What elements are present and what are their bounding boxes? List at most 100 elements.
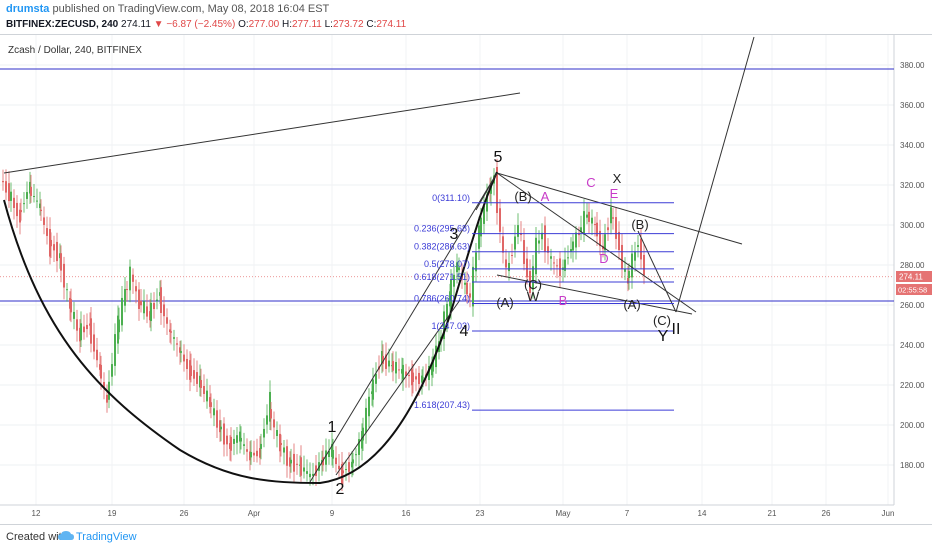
countdown-tag-text: 02:55:58 [898, 286, 927, 295]
candle-body [564, 259, 566, 271]
candle-body [132, 274, 134, 282]
wedge-upper-line [496, 172, 743, 245]
candle-body [56, 241, 58, 262]
candle-body [443, 311, 445, 339]
candle-body [402, 364, 404, 379]
candle-body [169, 329, 171, 333]
candle-body [511, 254, 513, 256]
x-tick-label: 14 [698, 509, 707, 518]
candle-body [170, 331, 172, 333]
fib-retracement[interactable]: 0(311.10) 0.236(295.68) 0.382(286.63) 0.5(2… [414, 193, 674, 411]
candle-body [269, 391, 271, 422]
candle-body [243, 444, 245, 446]
candle-body [160, 287, 162, 313]
candle-body [223, 423, 225, 445]
x-tick-label: 23 [476, 509, 485, 518]
candle-body [146, 306, 148, 317]
x-tick-label: 12 [32, 509, 41, 518]
candle-body [163, 304, 165, 317]
fib-level-label: 0.236(295.68) [414, 224, 470, 234]
candle-body [415, 376, 417, 380]
tradingview-brand[interactable]: TradingView [76, 531, 137, 543]
x-tick-label: 26 [180, 509, 189, 518]
candle-body [90, 318, 92, 344]
candle-body [53, 244, 55, 251]
candle-body [456, 262, 458, 273]
candle-body [114, 334, 116, 366]
candle-body [627, 277, 629, 284]
candle-body [615, 217, 617, 239]
candle-body [140, 300, 142, 306]
price-axis[interactable]: 380.00 360.00 340.00 320.00 300.00 280.00 260.… [900, 61, 925, 470]
candle-body [351, 461, 353, 468]
candle-body [213, 408, 215, 416]
wave-label: (B) [631, 217, 648, 232]
candle-body [263, 428, 265, 438]
drawings[interactable] [3, 36, 755, 485]
candle-body [121, 297, 123, 326]
candle-body [253, 452, 255, 456]
fib-level-label: 0.5(278.07) [424, 259, 470, 269]
projection-line [675, 36, 755, 313]
wave-label: (C) [653, 313, 671, 328]
wave-label: 4 [460, 323, 469, 340]
y-tick-label: 380.00 [900, 61, 925, 70]
candle-body [428, 365, 430, 381]
wave-label: X [613, 171, 622, 186]
candle-body [26, 192, 28, 199]
grid [0, 35, 894, 505]
candle-body [73, 311, 75, 319]
candle-body [36, 200, 38, 202]
candle-body [325, 450, 327, 465]
symbol-label[interactable]: BITFINEX:ZECUSD, 240 [6, 19, 119, 30]
candle-body [259, 448, 261, 458]
candle-body [153, 302, 155, 310]
candle-body [405, 371, 407, 376]
candle-body [480, 217, 482, 237]
candle-body [550, 256, 552, 259]
fib-level-label: 0.618(271.51) [414, 272, 470, 282]
wedge-inner-line [496, 172, 697, 313]
wave-label: 3 [450, 226, 459, 243]
cup-curve [3, 171, 498, 485]
author-link[interactable]: drumsta [6, 3, 50, 15]
candle-body [296, 463, 298, 465]
chart-title: Zcash / Dollar, 240, BITFINEX [8, 45, 142, 56]
candle-body [106, 394, 108, 403]
candle-body [129, 266, 131, 291]
candle-body [283, 447, 285, 453]
candle-body [594, 224, 596, 226]
price-chart[interactable]: Zcash / Dollar, 240, BITFINEX 0(311.10)0… [0, 35, 932, 525]
candle-body [338, 465, 340, 470]
candle-body [156, 299, 158, 301]
high-value: 277.11 [292, 19, 322, 30]
candle-body [210, 402, 212, 407]
chart-area[interactable]: Zcash / Dollar, 240, BITFINEX 0(311.10) 0… [0, 34, 932, 525]
candle-body [408, 374, 410, 377]
candle-body [532, 266, 534, 290]
candle-body [293, 453, 295, 472]
candle-body [508, 262, 510, 272]
candle-body [76, 319, 78, 331]
close-label: C: [366, 19, 377, 30]
candle-body [246, 449, 248, 452]
tradingview-cloud-icon [58, 531, 74, 540]
candle-body [372, 379, 374, 400]
candle-body [226, 435, 228, 445]
candle-body [209, 397, 211, 407]
candle-body [20, 210, 22, 213]
candle-body [200, 380, 202, 388]
candle-body [618, 231, 620, 251]
candle-body [591, 217, 593, 224]
candle-body [312, 473, 314, 476]
candle-body [118, 319, 120, 333]
last-price-tag-text: 274.11 [899, 273, 923, 282]
candle-body [375, 373, 377, 384]
candle-body [572, 241, 574, 251]
low-label: L: [324, 19, 333, 30]
candle-body [599, 230, 601, 247]
candle-body [220, 426, 222, 430]
time-axis[interactable]: 12 19 26 Apr 9 16 23 May 7 14 21 26 Jun [32, 509, 895, 518]
candle-body [66, 289, 68, 291]
candle-body [273, 419, 275, 428]
